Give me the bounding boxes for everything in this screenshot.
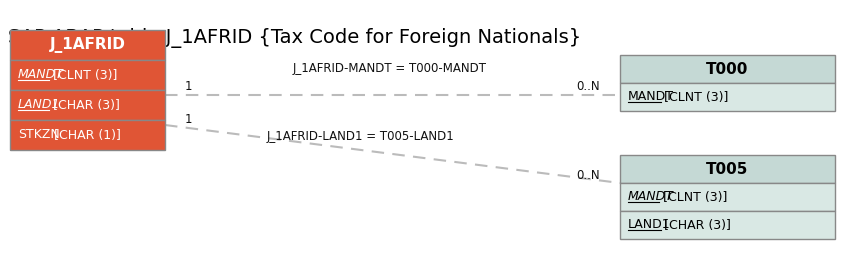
Text: LAND1: LAND1: [18, 98, 60, 111]
Text: STKZN: STKZN: [18, 128, 59, 141]
Text: [CLNT (3)]: [CLNT (3)]: [660, 91, 729, 104]
Text: T000: T000: [706, 62, 749, 76]
Bar: [10, 30, 165, 60]
Text: 1: 1: [185, 113, 193, 126]
Text: J_1AFRID-LAND1 = T005-LAND1: J_1AFRID-LAND1 = T005-LAND1: [266, 130, 454, 143]
Bar: [10, 120, 165, 150]
Text: SAP ABAP table J_1AFRID {Tax Code for Foreign Nationals}: SAP ABAP table J_1AFRID {Tax Code for Fo…: [8, 28, 581, 48]
Text: T005: T005: [706, 162, 749, 176]
Text: [CHAR (3)]: [CHAR (3)]: [660, 218, 731, 231]
Bar: [620, 83, 835, 111]
Text: J_1AFRID: J_1AFRID: [50, 37, 126, 53]
Text: [CHAR (3)]: [CHAR (3)]: [49, 98, 120, 111]
Bar: [10, 60, 165, 90]
Text: 1: 1: [185, 80, 193, 93]
Bar: [620, 211, 835, 239]
Bar: [620, 55, 835, 83]
Bar: [620, 183, 835, 211]
Text: J_1AFRID-MANDT = T000-MANDT: J_1AFRID-MANDT = T000-MANDT: [293, 62, 487, 75]
Text: MANDT: MANDT: [18, 69, 64, 82]
Text: [CLNT (3)]: [CLNT (3)]: [49, 69, 117, 82]
Text: 0..N: 0..N: [576, 169, 600, 182]
Text: MANDT: MANDT: [628, 91, 674, 104]
Text: MANDT: MANDT: [628, 191, 674, 204]
Text: LAND1: LAND1: [628, 218, 671, 231]
Text: 0..N: 0..N: [576, 80, 600, 93]
Text: [CLNT (3)]: [CLNT (3)]: [659, 191, 728, 204]
Bar: [10, 90, 165, 120]
Bar: [620, 155, 835, 183]
Text: [CHAR (1)]: [CHAR (1)]: [51, 128, 121, 141]
